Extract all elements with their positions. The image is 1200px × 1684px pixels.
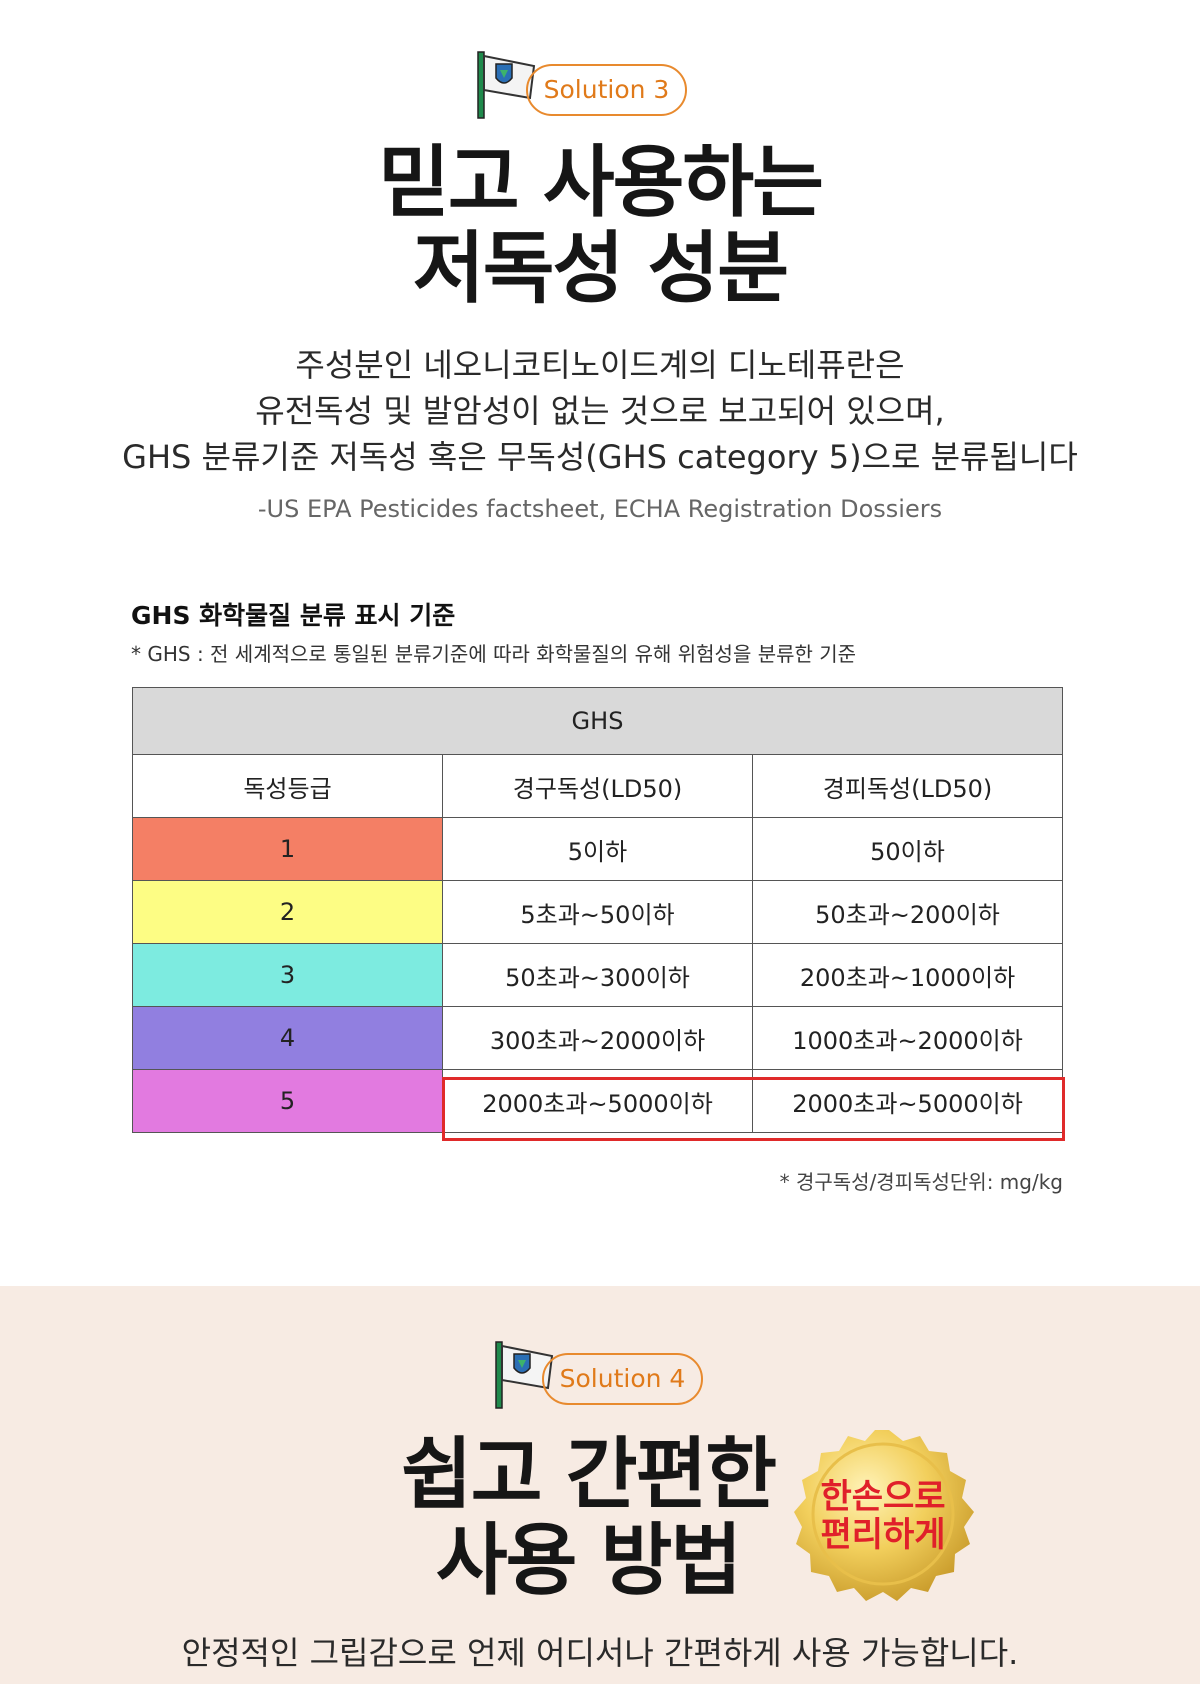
grade-cell: 4 <box>132 1006 443 1070</box>
table-title: GHS 화학물질 분류 표시 기준 <box>131 601 456 630</box>
title: 믿고 사용하는 저독성 성분 <box>0 140 1200 312</box>
description-line: GHS 분류기준 저독성 혹은 무독성(GHS category 5)으로 분류… <box>122 438 1078 476</box>
title-line: 저독성 성분 <box>413 224 789 314</box>
table-cell: 50이하 <box>752 817 1063 881</box>
seal-text: 편리하게 <box>820 1515 945 1555</box>
description: 안정적인 그립감으로 언제 어디서나 간편하게 사용 가능합니다. <box>181 1634 1019 1672</box>
table-row: 4 300초과~2000이하 1000초과~2000이하 <box>132 1006 1063 1070</box>
table-cell: 5초과~50이하 <box>442 880 753 944</box>
badge: Solution 4 <box>542 1353 703 1405</box>
title: 쉽고 간편한 사용 방법 <box>360 1432 816 1604</box>
grade-cell: 5 <box>132 1069 443 1133</box>
table-cell: 5이하 <box>442 817 753 881</box>
unit-note: * 경구독성/경피독성단위: mg/kg <box>779 1170 1063 1194</box>
table-caption: GHS <box>132 687 1063 755</box>
title-line: 쉽고 간편한 <box>401 1430 777 1520</box>
seal: 한손으로 편리하게 <box>794 1430 974 1601</box>
ghs-table: GHS 독성등급 경구독성(LD50) 경피독성(LD50) 1 5이하 50이하 2… <box>132 687 1063 1133</box>
table-cell: 1000초과~2000이하 <box>752 1006 1063 1070</box>
table-cell: 50초과~200이하 <box>752 880 1063 944</box>
flag-icon <box>495 1341 554 1409</box>
column-header: 경구독성(LD50) <box>442 754 753 818</box>
column-header: 독성등급 <box>132 754 443 818</box>
flag-icon <box>477 51 536 119</box>
table-cell: 300초과~2000이하 <box>442 1006 753 1070</box>
table-row: 1 5이하 50이하 <box>132 817 1063 881</box>
table-cell: 50초과~300이하 <box>442 943 753 1007</box>
highlight-box <box>442 1077 1065 1141</box>
seal-text: 한손으로 <box>820 1477 945 1517</box>
badge: Solution 3 <box>526 64 687 116</box>
description-line: 주성분인 네오니코티노이드계의 디노테퓨란은 <box>295 346 905 384</box>
table-cell: 200초과~1000이하 <box>752 943 1063 1007</box>
description: 주성분인 네오니코티노이드계의 디노테퓨란은 유전독성 및 발암성이 없는 것으… <box>0 342 1200 480</box>
section-background <box>0 1286 1200 1684</box>
table-row: 5 2000초과~5000이하 2000초과~5000이하 <box>132 1069 1063 1133</box>
grade-cell: 1 <box>132 817 443 881</box>
column-header: 경피독성(LD50) <box>752 754 1063 818</box>
source: -US EPA Pesticides factsheet, ECHA Regis… <box>257 495 943 523</box>
grade-cell: 2 <box>132 880 443 944</box>
table-note: * GHS : 전 세계적으로 통일된 분류기준에 따라 화학물질의 유해 위험… <box>131 642 857 666</box>
title-line: 사용 방법 <box>435 1516 742 1606</box>
description-line: 유전독성 및 발암성이 없는 것으로 보고되어 있으며, <box>255 392 945 430</box>
grade-cell: 3 <box>132 943 443 1007</box>
table-row: 2 5초과~50이하 50초과~200이하 <box>132 880 1063 944</box>
title-line: 믿고 사용하는 <box>378 138 824 228</box>
table-row: 3 50초과~300이하 200초과~1000이하 <box>132 943 1063 1007</box>
